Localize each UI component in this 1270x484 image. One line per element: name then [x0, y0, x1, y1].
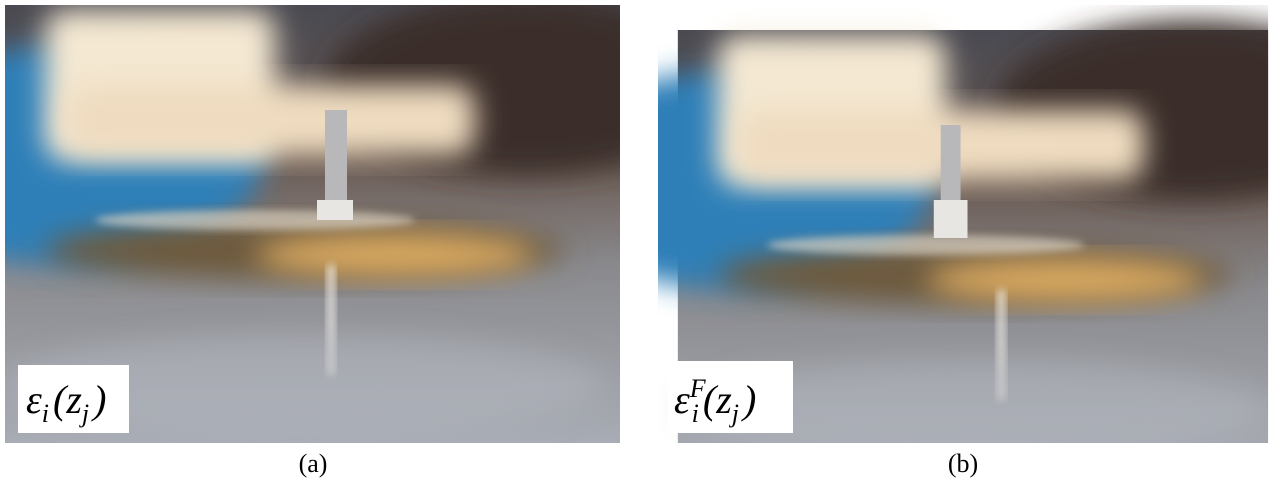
label-part: )	[91, 377, 106, 422]
caption: (a)	[299, 449, 328, 478]
label-part: )	[741, 377, 756, 422]
figure: εi(zj) εFi(zj) (a) (b)	[0, 0, 1270, 484]
label-part: z	[65, 377, 82, 422]
photo-b	[539, 20, 1270, 468]
label-part: ε	[674, 377, 690, 422]
panel-label: εi(zj)	[26, 377, 106, 428]
label-part: i	[692, 399, 699, 428]
label-part: z	[715, 377, 732, 422]
label-part: ε	[26, 377, 42, 422]
label-part: i	[42, 399, 49, 428]
caption: (b)	[948, 449, 978, 478]
